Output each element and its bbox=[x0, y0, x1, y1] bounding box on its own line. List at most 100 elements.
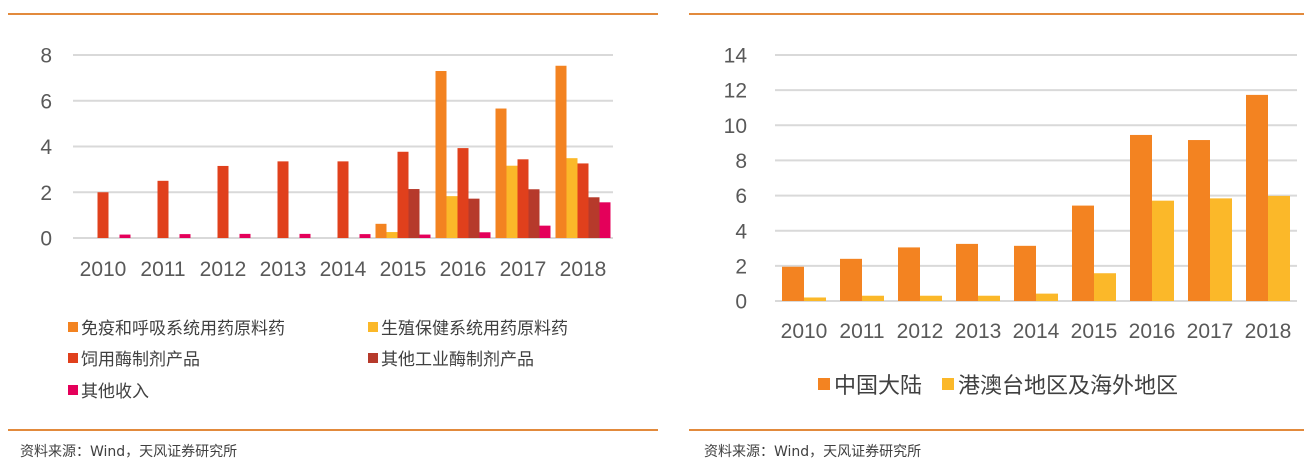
bar bbox=[898, 247, 920, 301]
bar bbox=[1072, 205, 1094, 301]
top-divider bbox=[8, 13, 658, 15]
legend-swatch bbox=[68, 321, 78, 332]
bar bbox=[468, 198, 480, 238]
bar bbox=[599, 202, 611, 238]
bar bbox=[862, 295, 884, 301]
left-panel: 0 2 4 6 8 2010 2011 2012 2013 2014 2015 2016 2017 201… bbox=[0, 0, 660, 460]
legend-swatch bbox=[68, 352, 78, 363]
bar bbox=[157, 180, 169, 238]
y-tick-label: 14 bbox=[724, 45, 748, 68]
bar bbox=[277, 161, 289, 238]
bar bbox=[1130, 134, 1152, 301]
bar bbox=[239, 233, 251, 238]
chart-legend: 免疫和呼吸系统用药原料药 生殖保健系统用药原料药 饲用酶制剂产品 其他工业酶制剂… bbox=[0, 0, 660, 420]
x-tick-label: 2011 bbox=[140, 258, 185, 281]
bar bbox=[435, 71, 447, 238]
y-tick-label: 2 bbox=[40, 182, 52, 205]
bar bbox=[495, 108, 507, 238]
bar bbox=[397, 151, 409, 238]
bar bbox=[179, 234, 191, 238]
product-revenue-bar-chart: 0 2 4 6 8 2010 2011 2012 2013 2014 2015 2016 2017 201… bbox=[40, 45, 613, 281]
y-tick-label: 2 bbox=[735, 255, 747, 278]
y-tick-label: 10 bbox=[724, 115, 747, 138]
source-note: 资料来源：Wind，天风证券研究所 bbox=[20, 444, 238, 460]
bar bbox=[217, 165, 229, 238]
x-tick-label: 2014 bbox=[1013, 320, 1060, 343]
bar bbox=[978, 295, 1000, 301]
x-tick-label: 2015 bbox=[380, 258, 427, 281]
legend-label: 其他工业酶制剂产品 bbox=[381, 350, 534, 370]
bar bbox=[506, 165, 518, 238]
bar bbox=[528, 189, 540, 238]
legend-label: 港澳台地区及海外地区 bbox=[958, 374, 1179, 399]
y-tick-label: 4 bbox=[735, 220, 747, 243]
bar bbox=[1268, 195, 1290, 301]
x-tick-label: 2018 bbox=[560, 258, 607, 281]
y-tick-label: 6 bbox=[40, 90, 52, 113]
bar bbox=[1014, 245, 1036, 301]
bar bbox=[588, 197, 600, 238]
legend-item-hk-macau-taiwan-overseas: 港澳台地区及海外地区 bbox=[942, 368, 1178, 400]
bar bbox=[386, 232, 398, 238]
x-tick-label: 2012 bbox=[200, 258, 247, 281]
legend-item-industrial-enzyme: 其他工业酶制剂产品 bbox=[368, 345, 534, 370]
bar bbox=[577, 163, 589, 238]
bottom-divider bbox=[8, 429, 658, 431]
x-tick-label: 2016 bbox=[440, 258, 487, 281]
bar bbox=[375, 223, 387, 238]
legend-item-reproductive-health: 生殖保健系统用药原料药 bbox=[368, 314, 568, 339]
legend-item-mainland-china: 中国大陆 bbox=[818, 368, 922, 400]
legend-swatch bbox=[68, 384, 78, 395]
bar bbox=[408, 189, 420, 238]
bar bbox=[446, 196, 458, 238]
y-tick-label: 8 bbox=[40, 45, 52, 68]
legend-label: 其他收入 bbox=[81, 382, 149, 402]
x-tick-label: 2011 bbox=[839, 320, 884, 343]
y-tick-label: 0 bbox=[40, 228, 52, 251]
source-note: 资料来源：Wind，天风证券研究所 bbox=[704, 444, 922, 460]
right-panel: 0 2 4 6 8 10 12 14 2010 2011 2012 2013 2014 2015 2016 2… bbox=[689, 0, 1304, 466]
x-tick-label: 2014 bbox=[320, 258, 367, 281]
bar bbox=[840, 258, 862, 301]
y-tick-label: 0 bbox=[735, 291, 747, 314]
bar bbox=[782, 266, 804, 301]
chart-legend: 中国大陆 港澳台地区及海外地区 bbox=[689, 0, 1304, 420]
bar bbox=[97, 192, 109, 238]
y-tick-label: 6 bbox=[735, 185, 747, 208]
bar bbox=[1246, 94, 1268, 301]
x-tick-label: 2016 bbox=[1129, 320, 1176, 343]
legend-swatch bbox=[942, 378, 954, 390]
bottom-divider bbox=[689, 429, 1304, 431]
bar bbox=[555, 65, 567, 238]
bar bbox=[920, 295, 942, 301]
x-tick-label: 2015 bbox=[1071, 320, 1118, 343]
bar bbox=[1210, 198, 1232, 301]
y-tick-label: 12 bbox=[724, 80, 747, 103]
x-tick-label: 2010 bbox=[80, 258, 127, 281]
region-revenue-bar-chart: 0 2 4 6 8 10 12 14 2010 2011 2012 2013 2014 2015 2016 2… bbox=[724, 45, 1297, 343]
legend-swatch bbox=[818, 378, 830, 390]
x-tick-label: 2012 bbox=[897, 320, 944, 343]
top-divider bbox=[689, 13, 1304, 15]
x-tick-label: 2010 bbox=[781, 320, 828, 343]
bar bbox=[119, 234, 131, 238]
bar bbox=[299, 233, 311, 238]
bar bbox=[1094, 273, 1116, 301]
x-tick-label: 2018 bbox=[1245, 320, 1292, 343]
legend-swatch bbox=[368, 352, 378, 363]
legend-swatch bbox=[368, 321, 378, 332]
x-tick-label: 2017 bbox=[500, 258, 547, 281]
legend-label: 免疫和呼吸系统用药原料药 bbox=[81, 319, 285, 339]
y-tick-label: 4 bbox=[40, 136, 52, 159]
x-tick-label: 2013 bbox=[260, 258, 307, 281]
legend-item-feed-enzyme: 饲用酶制剂产品 bbox=[68, 345, 200, 370]
x-tick-label: 2017 bbox=[1187, 320, 1234, 343]
x-tick-label: 2013 bbox=[955, 320, 1002, 343]
legend-item-other-income: 其他收入 bbox=[68, 377, 149, 402]
bar bbox=[539, 225, 551, 238]
y-tick-label: 8 bbox=[735, 150, 747, 173]
bar bbox=[457, 148, 469, 238]
legend-label: 生殖保健系统用药原料药 bbox=[381, 319, 568, 339]
bar bbox=[479, 232, 491, 238]
bar bbox=[804, 297, 826, 301]
